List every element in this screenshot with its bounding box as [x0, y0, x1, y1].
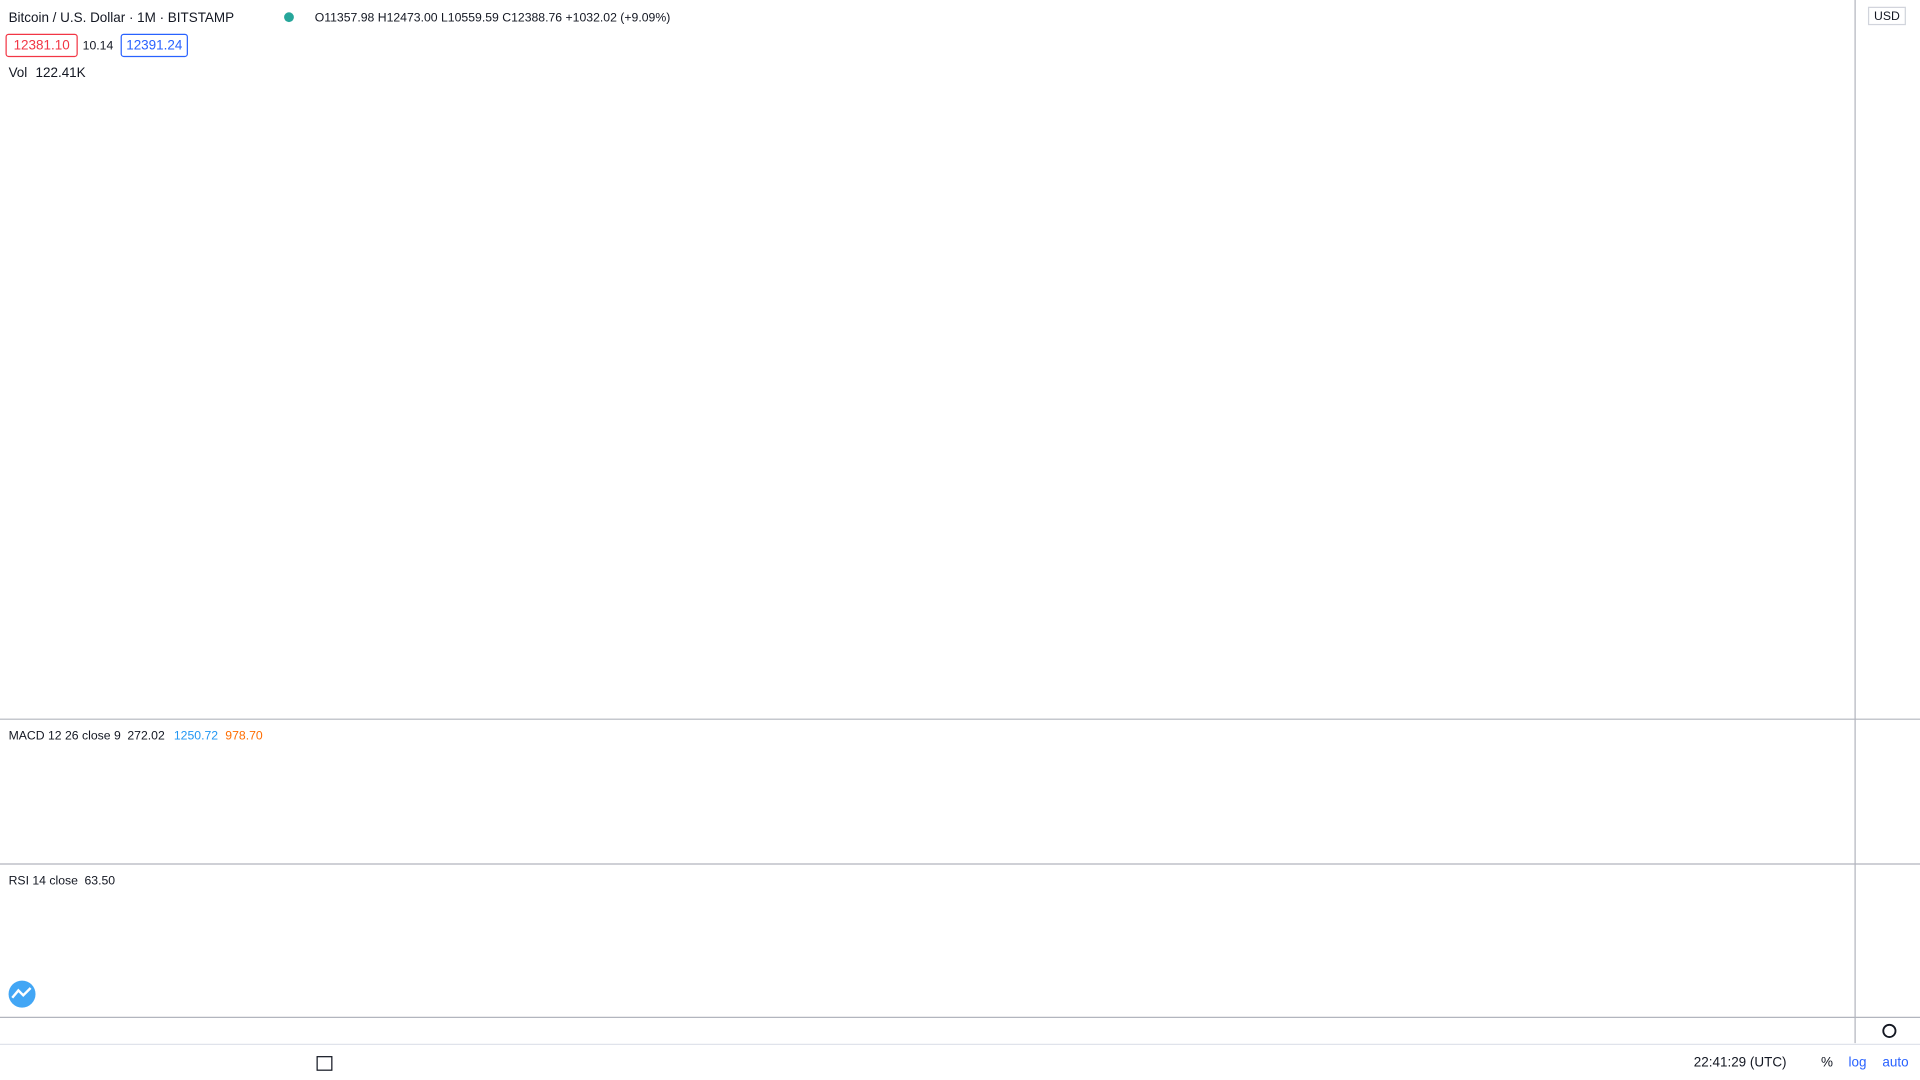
macd-legend: MACD 12 26 close 9: [9, 729, 121, 743]
ask: 12391.24: [126, 38, 183, 53]
settings-icon[interactable]: [1882, 1023, 1897, 1038]
signal-value: 978.70: [225, 729, 263, 743]
ask-box[interactable]: [120, 33, 188, 58]
volume-legend-value: 122.41K: [36, 65, 86, 80]
macd-value: 1250.72: [174, 729, 218, 743]
status-dot: [284, 12, 294, 23]
price-axis-panel: [1855, 0, 1920, 1018]
bid: 12381.10: [14, 38, 70, 53]
bid-box[interactable]: [5, 33, 78, 58]
macd-hist-value: 272.02: [127, 729, 165, 743]
calendar-icon[interactable]: [316, 1056, 333, 1071]
logo-mark: [11, 987, 32, 999]
spread: 10.14: [83, 38, 114, 52]
log-toggle[interactable]: log: [1849, 1054, 1867, 1069]
clock: 22:41:29 (UTC): [1694, 1054, 1787, 1069]
rsi-value: 63.50: [84, 873, 115, 887]
symbol-title: Bitcoin / U.S. Dollar · 1M · BITSTAMP: [9, 10, 235, 25]
currency-box[interactable]: [1867, 6, 1906, 26]
volume-legend: Vol: [9, 65, 28, 80]
percent-toggle[interactable]: %: [1821, 1054, 1833, 1069]
rsi-legend: RSI 14 close: [9, 873, 79, 887]
currency: USD: [1874, 9, 1900, 23]
ohlc-values: O11357.98 H12473.00 L10559.59 C12388.76 …: [315, 11, 671, 25]
auto-toggle[interactable]: auto: [1882, 1054, 1908, 1069]
